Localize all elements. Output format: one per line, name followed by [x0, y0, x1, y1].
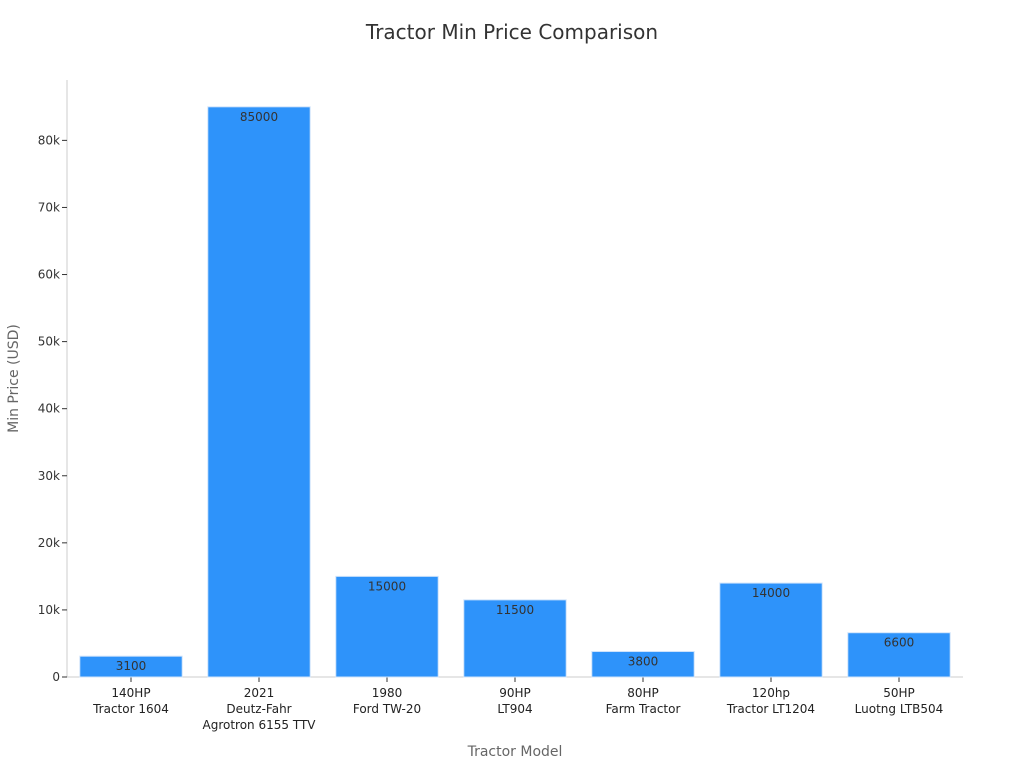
bar: [591, 651, 695, 678]
y-tick-label: 60k: [38, 268, 60, 282]
x-tick-label: Tractor 1604: [92, 702, 169, 716]
axes: 0 10k 20k 30k 40k 50k 60k 70k 80k: [38, 80, 963, 684]
x-axis-title: Tractor Model: [467, 744, 563, 760]
x-tick-label: Tractor LT1204: [726, 702, 815, 716]
x-tick-label: Ford TW-20: [353, 702, 421, 716]
data-label: 6600: [884, 636, 915, 650]
data-label: 15000: [368, 579, 406, 593]
y-tick-label: 10k: [38, 603, 60, 617]
x-tick-label: 90HP: [499, 686, 531, 700]
data-label: 3800: [628, 655, 659, 669]
y-tick-label: 80k: [38, 133, 60, 147]
bar: [463, 599, 567, 678]
y-axis-title: Min Price (USD): [6, 324, 22, 433]
y-tick-label: 50k: [38, 335, 60, 349]
labels: 3100 140HP Tractor 1604 85000 2021 Deutz-Fahr…: [6, 110, 943, 760]
x-tick-label: 80HP: [627, 686, 659, 700]
x-tick-label: 140HP: [111, 686, 150, 700]
bar: [719, 582, 823, 678]
x-tick-label: 50HP: [883, 686, 915, 700]
x-tick-label: 120hp: [752, 686, 790, 700]
bar: [847, 632, 951, 678]
data-label: 11500: [496, 603, 534, 617]
data-label: 14000: [752, 586, 790, 600]
y-tick-label: 40k: [38, 402, 60, 416]
x-tick-label: Deutz-Fahr: [226, 702, 291, 716]
x-tick-label: Agrotron 6155 TTV: [203, 718, 317, 732]
x-tick-label: 2021: [244, 686, 275, 700]
y-tick-label: 20k: [38, 536, 60, 550]
bar: [79, 655, 183, 678]
x-tick-label: LT904: [497, 702, 532, 716]
bar: [335, 575, 439, 678]
y-tick-label: 70k: [38, 200, 60, 214]
data-label: 85000: [240, 110, 278, 124]
data-label: 3100: [116, 659, 147, 673]
x-tick-label: Luotng LTB504: [855, 702, 944, 716]
x-tick-label: Farm Tractor: [606, 702, 681, 716]
y-tick-label: 30k: [38, 469, 60, 483]
x-tick-label: 1980: [372, 686, 403, 700]
bars: [79, 106, 951, 678]
chart-title: Tractor Min Price Comparison: [365, 20, 659, 44]
bar: [207, 106, 311, 678]
y-tick-label: 0: [52, 670, 60, 684]
